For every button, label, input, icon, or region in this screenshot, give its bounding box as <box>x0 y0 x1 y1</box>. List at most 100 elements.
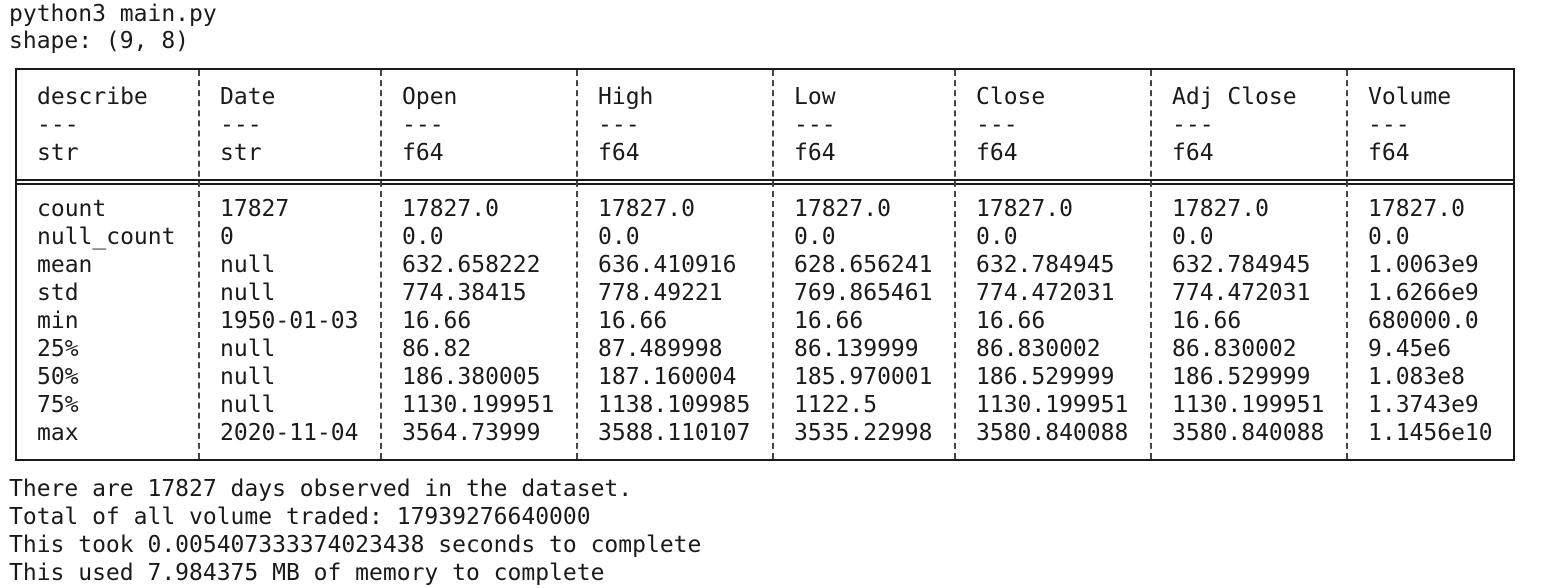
table-cell: null <box>220 392 276 418</box>
column-adj-close: Adj Close --- f64 17827.0 0.0 632.784945… <box>1150 70 1348 459</box>
column-header: Adj Close <box>1172 84 1297 110</box>
column-header-dash: --- <box>976 112 1018 138</box>
table-cell: count <box>37 196 107 222</box>
column-header-dash: --- <box>1368 112 1410 138</box>
table-cell: 17827.0 <box>598 196 695 222</box>
header-separator <box>17 179 1513 185</box>
table-cell: 0 <box>220 224 234 250</box>
table-cell: 3580.840088 <box>1172 420 1325 446</box>
table-cell: 87.489998 <box>598 336 723 362</box>
table-cell: 86.830002 <box>1172 336 1297 362</box>
column-header-dash: --- <box>794 112 836 138</box>
shape-line: shape: (9, 8) <box>9 28 190 54</box>
table-cell: 9.45e6 <box>1368 336 1452 362</box>
column-dtype: str <box>220 140 262 166</box>
table-cell: 1122.5 <box>794 392 878 418</box>
table-cell: 0.0 <box>1368 224 1410 250</box>
table-cell: 75% <box>37 392 79 418</box>
table-cell: 0.0 <box>402 224 444 250</box>
table-cell: 17827.0 <box>402 196 499 222</box>
table-cell: 0.0 <box>1172 224 1214 250</box>
column-header: Open <box>402 84 458 110</box>
column-dtype: f64 <box>1172 140 1214 166</box>
table-cell: 680000.0 <box>1368 308 1479 334</box>
describe-table: describe --- str count null_count mean s… <box>15 68 1515 461</box>
table-cell: 86.830002 <box>976 336 1101 362</box>
column-dtype: f64 <box>598 140 640 166</box>
table-cell: 186.380005 <box>402 364 541 390</box>
table-cell: 50% <box>37 364 79 390</box>
table-cell: 632.658222 <box>402 252 541 278</box>
column-header-dash: --- <box>1172 112 1214 138</box>
table-cell: 1130.199951 <box>402 392 555 418</box>
table-cell: 17827.0 <box>976 196 1073 222</box>
table-cell: 1950-01-03 <box>220 308 359 334</box>
table-cell: 17827.0 <box>1172 196 1269 222</box>
table-cell: max <box>37 420 79 446</box>
table-cell: 1.3743e9 <box>1368 392 1479 418</box>
table-cell: 16.66 <box>402 308 472 334</box>
column-dtype: f64 <box>976 140 1018 166</box>
table-cell: 1.0063e9 <box>1368 252 1479 278</box>
table-cell: 774.472031 <box>1172 280 1311 306</box>
table-cell: 86.139999 <box>794 336 919 362</box>
table-cell: 17827 <box>220 196 290 222</box>
column-header-dash: --- <box>598 112 640 138</box>
table-cell: mean <box>37 252 93 278</box>
column-header: describe <box>37 84 148 110</box>
table-cell: min <box>37 308 79 334</box>
table-cell: std <box>37 280 79 306</box>
table-cell: 187.160004 <box>598 364 737 390</box>
table-cell: 185.970001 <box>794 364 933 390</box>
table-cell: 1.6266e9 <box>1368 280 1479 306</box>
table-cell: 632.784945 <box>976 252 1115 278</box>
table-cell: 186.529999 <box>976 364 1115 390</box>
table-cell: 16.66 <box>976 308 1046 334</box>
table-cell: 3535.22998 <box>794 420 933 446</box>
table-cell: null <box>220 336 276 362</box>
table-cell: 632.784945 <box>1172 252 1311 278</box>
column-volume: Volume --- f64 17827.0 0.0 1.0063e9 1.62… <box>1346 70 1515 459</box>
table-cell: 86.82 <box>402 336 472 362</box>
table-cell: 1.083e8 <box>1368 364 1465 390</box>
table-cell: 0.0 <box>794 224 836 250</box>
table-cell: 16.66 <box>1172 308 1242 334</box>
column-header-dash: --- <box>37 112 79 138</box>
table-cell: 1130.199951 <box>1172 392 1325 418</box>
column-header: Close <box>976 84 1046 110</box>
table-cell: null_count <box>37 224 176 250</box>
column-open: Open --- f64 17827.0 0.0 632.658222 774.… <box>380 70 578 459</box>
table-cell: 0.0 <box>976 224 1018 250</box>
table-cell: 778.49221 <box>598 280 723 306</box>
table-cell: null <box>220 364 276 390</box>
table-cell: 0.0 <box>598 224 640 250</box>
table-cell: 1.1456e10 <box>1368 420 1493 446</box>
column-header: High <box>598 84 654 110</box>
table-cell: 16.66 <box>794 308 864 334</box>
output-line-time: This took 0.005407333374023438 seconds t… <box>9 532 702 558</box>
column-dtype: f64 <box>794 140 836 166</box>
command-line: python3 main.py <box>9 1 217 27</box>
table-cell: 1138.109985 <box>598 392 751 418</box>
column-header: Date <box>220 84 276 110</box>
column-dtype: str <box>37 140 79 166</box>
table-cell: 1130.199951 <box>976 392 1129 418</box>
table-cell: 774.38415 <box>402 280 527 306</box>
output-line-memory: This used 7.984375 MB of memory to compl… <box>9 560 605 586</box>
table-cell: 2020-11-04 <box>220 420 359 446</box>
table-cell: 16.66 <box>598 308 668 334</box>
table-cell: null <box>220 252 276 278</box>
column-dtype: f64 <box>402 140 444 166</box>
column-header-dash: --- <box>402 112 444 138</box>
table-cell: 774.472031 <box>976 280 1115 306</box>
column-header: Volume <box>1368 84 1452 110</box>
table-cell: 628.656241 <box>794 252 933 278</box>
table-cell: 17827.0 <box>794 196 891 222</box>
table-cell: 186.529999 <box>1172 364 1311 390</box>
table-cell: 3588.110107 <box>598 420 751 446</box>
column-close: Close --- f64 17827.0 0.0 632.784945 774… <box>954 70 1152 459</box>
table-cell: 3564.73999 <box>402 420 541 446</box>
output-line-days: There are 17827 days observed in the dat… <box>9 476 633 502</box>
column-describe: describe --- str count null_count mean s… <box>17 70 198 459</box>
column-dtype: f64 <box>1368 140 1410 166</box>
